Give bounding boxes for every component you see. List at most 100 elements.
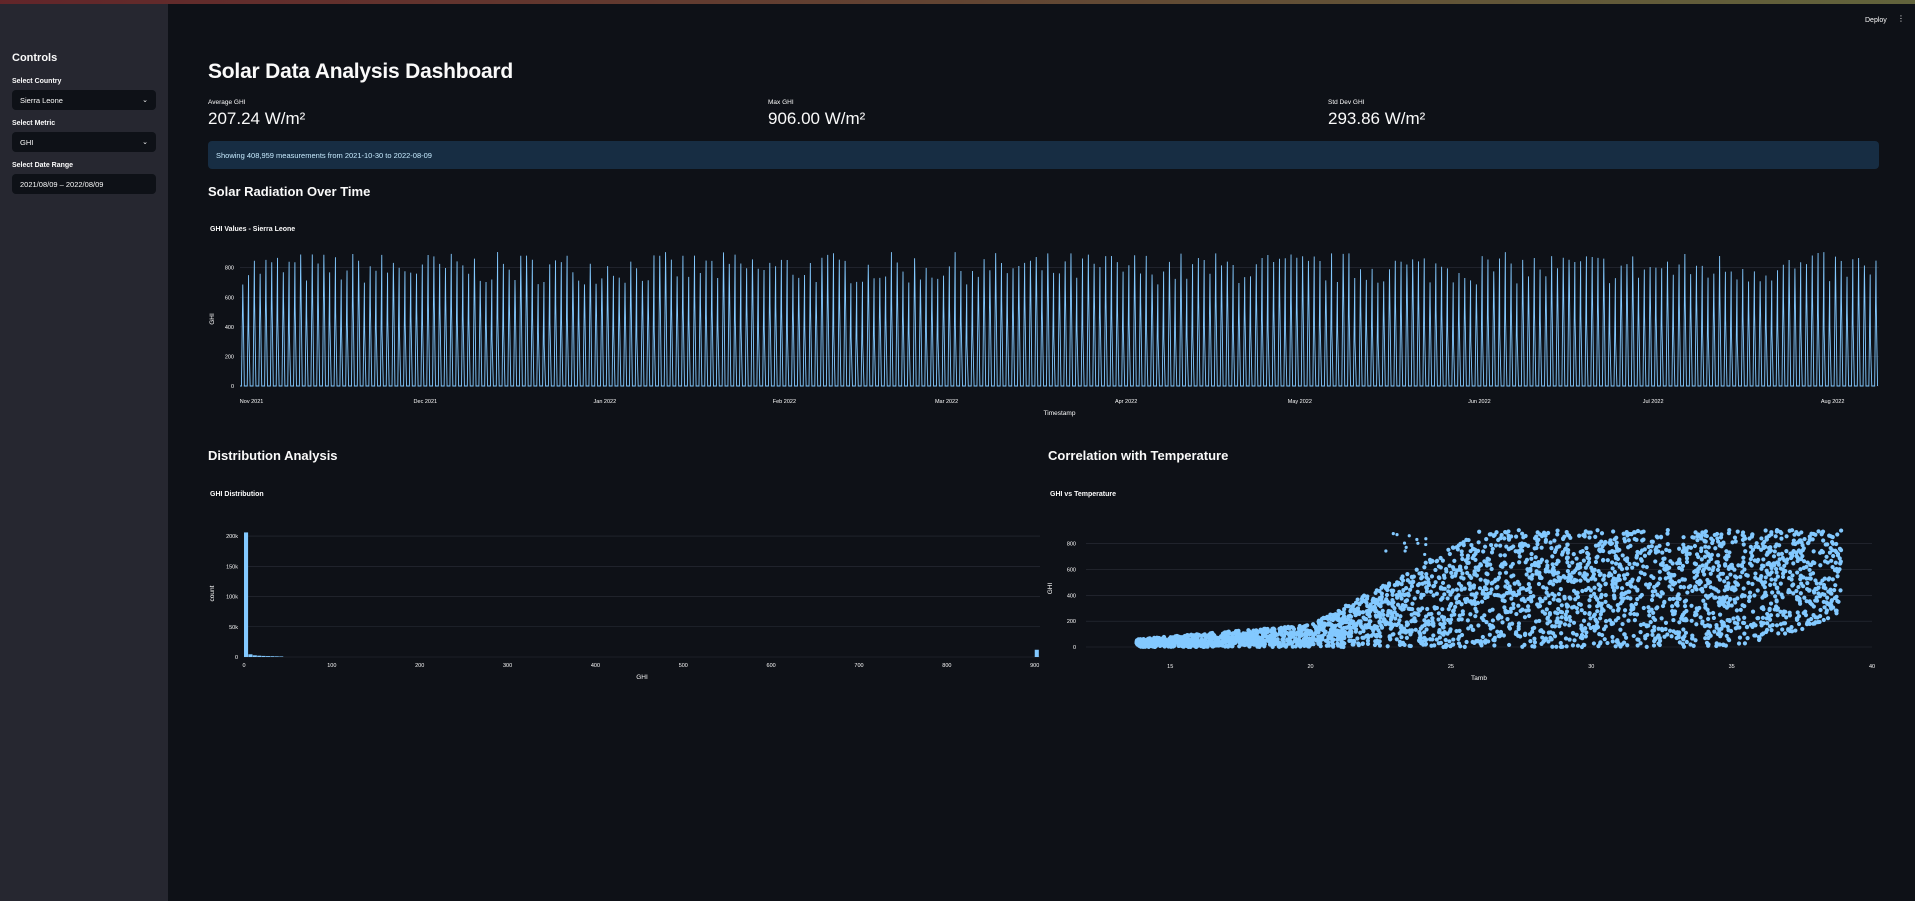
scatter-point [1743, 536, 1748, 541]
scatter-point [1613, 553, 1618, 559]
scatter-point [1781, 612, 1786, 617]
scatter-point [1808, 572, 1813, 577]
scatter-point [1813, 532, 1818, 537]
scatter-point [1399, 576, 1404, 581]
scatter-point [1404, 635, 1409, 641]
scatter-point [1489, 550, 1495, 555]
scatter-point [1587, 604, 1592, 609]
scatter-point [1665, 566, 1670, 571]
kebab-menu-icon[interactable]: ⋮ [1897, 14, 1905, 23]
scatter-point [1601, 577, 1606, 582]
scatter-point [1544, 590, 1549, 595]
scatter-point [1787, 613, 1792, 618]
scatter-point [1725, 624, 1730, 629]
scatter-point [1586, 622, 1592, 627]
scatter-point [1400, 603, 1405, 608]
scatter-point [1396, 621, 1401, 626]
scatter-point [1307, 636, 1312, 641]
scatter-point [1477, 586, 1483, 591]
scatter-point [1667, 628, 1673, 633]
country-select[interactable]: Sierra Leone ⌄ [12, 90, 156, 110]
scatter-point [1425, 606, 1430, 612]
metric-select[interactable]: GHI ⌄ [12, 132, 156, 152]
scatter-point [1722, 596, 1727, 601]
hist-x-tick: 0 [242, 663, 245, 669]
scatter-x-tick: 30 [1588, 664, 1594, 670]
scatter-point [1367, 613, 1372, 618]
scatter-point [1519, 541, 1525, 546]
scatter-point [1772, 563, 1777, 568]
time-x-tick: Jan 2022 [594, 399, 617, 405]
scatter-point [1482, 559, 1487, 564]
scatter-point [1558, 609, 1563, 614]
hist-bar [265, 656, 271, 657]
scatter-point [1466, 537, 1471, 543]
scatter-point [1621, 573, 1627, 578]
scatter-point [1838, 559, 1843, 564]
scatter-point [1781, 571, 1786, 576]
scatter-point [1446, 547, 1451, 552]
scatter-point [1410, 607, 1415, 612]
scatter-point [1487, 608, 1492, 613]
scatter-point [1337, 624, 1343, 629]
scatter-point [1669, 572, 1674, 577]
scatter-point [1776, 590, 1781, 595]
scatter-point [1719, 626, 1724, 631]
scatter-point [1769, 628, 1774, 633]
scatter-point [1426, 619, 1431, 624]
scatter-point [1546, 630, 1551, 635]
scatter-point [1534, 562, 1539, 568]
scatter-point [1625, 572, 1630, 577]
scatter-point [1733, 539, 1738, 544]
scatter-point [1474, 573, 1479, 578]
scatter-point [1418, 626, 1423, 631]
scatter-point [1490, 580, 1495, 585]
scatter-point [1486, 557, 1492, 562]
scatter-point [1442, 586, 1447, 591]
scatter-point [1504, 579, 1509, 584]
date-range-input[interactable]: 2021/08/09 – 2022/08/09 [12, 174, 156, 194]
hist-bar [270, 656, 275, 657]
scatter-point [1665, 531, 1670, 536]
scatter-point [1511, 602, 1516, 607]
scatter-point [1424, 637, 1429, 642]
scatter-point [1492, 643, 1497, 648]
chart-scatter-title: GHI vs Temperature [1050, 491, 1117, 498]
scatter-y-tick: 600 [1067, 568, 1076, 574]
scatter-point [1365, 641, 1371, 646]
scatter-point [1570, 560, 1575, 565]
scatter-point [1552, 568, 1557, 573]
scatter-point [1784, 615, 1789, 620]
scatter-point [1551, 631, 1556, 636]
scatter-point [1773, 534, 1778, 539]
scatter-point [1694, 622, 1699, 627]
scatter-point [1376, 610, 1382, 615]
scatter-point [1459, 632, 1465, 638]
scatter-point [1361, 593, 1367, 598]
scatter-point [1718, 612, 1723, 617]
scatter-y-tick: 800 [1067, 542, 1076, 548]
scatter-point [1822, 605, 1827, 610]
scatter-point [1279, 643, 1284, 649]
scatter-point [1541, 585, 1546, 590]
scatter-point [1495, 593, 1500, 598]
scatter-point [1410, 601, 1415, 606]
scatter-point [1395, 595, 1400, 600]
deploy-button[interactable]: Deploy [1865, 17, 1887, 24]
scatter-point [1413, 627, 1418, 632]
scatter-point [1683, 618, 1688, 623]
scatter-point [1742, 615, 1747, 620]
scatter-point [1431, 633, 1436, 638]
scatter-point [1550, 644, 1555, 649]
scatter-point [1760, 563, 1765, 568]
scatter-point [1716, 563, 1722, 568]
scatter-point [1528, 566, 1533, 571]
scatter-point [1795, 558, 1800, 564]
scatter-point [1269, 630, 1274, 635]
scatter-point [1434, 591, 1439, 596]
scatter-point [1774, 623, 1780, 628]
scatter-point [1574, 632, 1579, 637]
scatter-point [1327, 621, 1332, 626]
scatter-point [1802, 536, 1807, 542]
scatter-point [1791, 591, 1796, 596]
